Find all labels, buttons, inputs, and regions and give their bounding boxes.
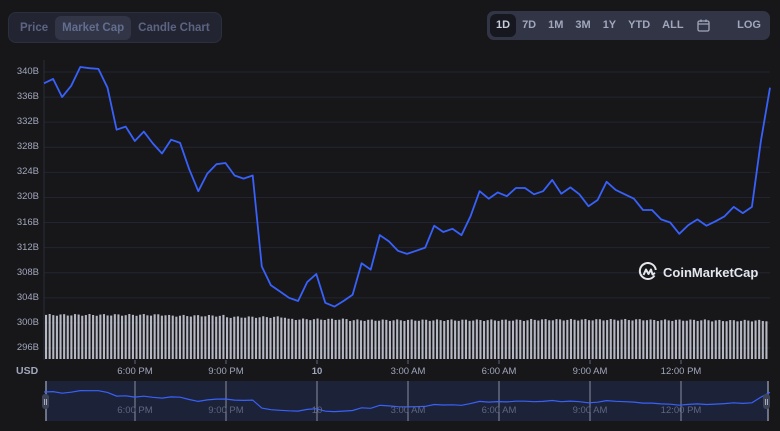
tab-price[interactable]: Price — [20, 21, 49, 34]
range-ytd[interactable]: YTD — [628, 19, 651, 31]
range-3m[interactable]: 3M — [575, 19, 591, 31]
y-tick-label: 320B — [16, 191, 39, 203]
navigator-tick-label: 3:00 AM — [390, 405, 426, 416]
navigator-right-handle[interactable] — [763, 394, 770, 409]
y-tick-label: 312B — [16, 241, 39, 253]
range-all[interactable]: ALL — [662, 19, 684, 31]
y-tick-label: 316B — [16, 216, 39, 228]
time-range-selector: 1D 7D 1M 3M 1Y YTD ALL LOG — [487, 11, 770, 40]
y-tick-label: 324B — [16, 166, 39, 178]
calendar-button[interactable] — [690, 14, 718, 37]
x-tick-label: 6:00 AM — [481, 366, 517, 377]
y-tick-label: 296B — [16, 342, 39, 353]
y-tick-label: 308B — [16, 266, 39, 278]
x-tick-label: 9:00 AM — [572, 366, 608, 377]
navigator-tick-label: 10 — [311, 405, 323, 416]
chart-type-tabs: Price Market Cap Candle Chart — [8, 12, 222, 43]
x-tick-label: 12:00 PM — [660, 366, 702, 377]
range-1m[interactable]: 1M — [548, 19, 564, 31]
x-tick-label: 6:00 PM — [117, 366, 153, 377]
navigator-tick-label: 9:00 PM — [208, 405, 244, 416]
log-scale-toggle[interactable]: LOG — [737, 19, 761, 31]
tab-candle-chart[interactable]: Candle Chart — [138, 21, 210, 34]
currency-label: USD — [16, 365, 39, 377]
navigator-left-handle[interactable] — [42, 394, 49, 409]
y-tick-label: 340B — [16, 66, 39, 77]
calendar-icon — [697, 19, 710, 32]
navigator-tick-label: 9:00 AM — [572, 405, 608, 416]
y-tick-label: 304B — [16, 291, 39, 303]
range-1y[interactable]: 1Y — [602, 19, 617, 31]
navigator-tick-label: 6:00 PM — [117, 405, 153, 416]
navigator-tick-label: 6:00 AM — [481, 405, 517, 416]
watermark-text: CoinMarketCap — [663, 264, 759, 280]
y-tick-label: 328B — [16, 141, 39, 153]
range-7d[interactable]: 7D — [522, 19, 537, 31]
y-tick-label: 332B — [16, 116, 39, 128]
tab-market-cap[interactable]: Market Cap — [55, 15, 132, 40]
coinmarketcap-logo-icon — [638, 262, 657, 280]
y-tick-label: 336B — [16, 91, 39, 103]
y-tick-label: 300B — [16, 316, 39, 328]
coinmarketcap-watermark: CoinMarketCap — [638, 262, 758, 282]
x-tick-label: 9:00 PM — [208, 366, 244, 377]
range-1d[interactable]: 1D — [490, 14, 517, 37]
x-tick-label: 10 — [311, 366, 323, 377]
navigator-tick-label: 12:00 PM — [660, 405, 702, 416]
x-tick-label: 3:00 AM — [390, 366, 426, 377]
